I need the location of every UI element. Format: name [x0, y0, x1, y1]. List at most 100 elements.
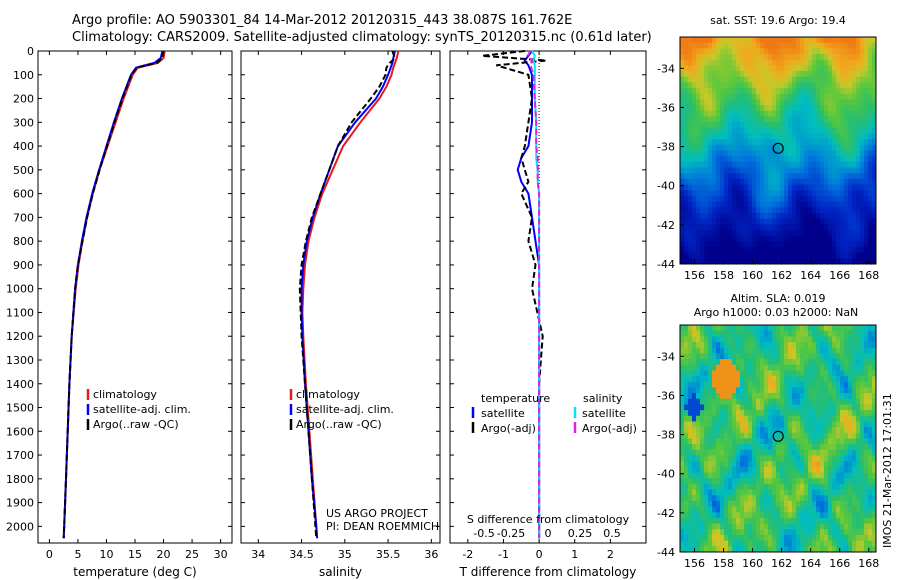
x-tick-label: 34.5 [289, 548, 314, 561]
map-x-tick-label: 162 [771, 269, 792, 282]
map-x-tick-label: 156 [684, 269, 705, 282]
x-tick-label: 0 [46, 548, 53, 561]
sst-heatmap [680, 37, 877, 265]
series-line [526, 50, 541, 539]
secondary-tick-label: -0.25 [497, 527, 525, 540]
map-x-tick-label: 166 [829, 557, 850, 570]
y-tick-label: 1800 [6, 473, 34, 486]
map-x-tick-label: 158 [713, 269, 734, 282]
map-y-tick-label: -38 [657, 429, 675, 442]
map-x-tick-label: 164 [800, 557, 821, 570]
map-x-tick-label: 158 [713, 557, 734, 570]
map-y-tick-label: -38 [657, 141, 675, 154]
map-y-tick-label: -44 [657, 258, 675, 271]
legend-title: temperature [481, 392, 550, 405]
sla-map-subtitle: Argo h1000: 0.03 h2000: NaN [694, 306, 859, 319]
x-tick-label: 35.5 [376, 548, 401, 561]
map-border [679, 36, 877, 265]
panel-frame [240, 50, 441, 544]
y-tick-label: 1600 [6, 425, 34, 438]
y-tick-label: 1000 [6, 283, 34, 296]
y-tick-label: 400 [13, 140, 34, 153]
legend-label: Argo(..raw -QC) [93, 418, 179, 431]
map-y-tick-label: -42 [657, 219, 675, 232]
map-y-tick-label: -42 [657, 507, 675, 520]
figure-title-line1: Argo profile: AO 5903301_84 14-Mar-2012 … [72, 13, 573, 28]
x-axis-label: salinity [319, 565, 362, 579]
project-annotation: PI: DEAN ROEMMICH [326, 520, 439, 533]
map-y-tick-label: -40 [657, 180, 675, 193]
x-tick-label: 34 [251, 548, 265, 561]
secondary-tick-label: -0.5 [473, 527, 494, 540]
series-line [298, 50, 397, 539]
x-tick-label: 0 [536, 548, 543, 561]
y-tick-label: 900 [13, 259, 34, 272]
secondary-tick-label: 0 [545, 527, 552, 540]
map-x-tick-label: 160 [742, 557, 763, 570]
y-tick-label: 600 [13, 188, 34, 201]
legend-label: satellite [582, 407, 626, 420]
map-x-tick-label: 160 [742, 269, 763, 282]
y-tick-label: 1500 [6, 402, 34, 415]
legend-label: satellite [481, 407, 525, 420]
legend-label: climatology [93, 388, 157, 401]
map-border [679, 324, 877, 553]
y-tick-label: 1700 [6, 449, 34, 462]
x-axis-label: T difference from climatology [459, 565, 637, 579]
map-x-tick-label: 168 [858, 269, 879, 282]
secondary-axis-label: S difference from climatology [467, 513, 630, 526]
x-tick-label: 1 [571, 548, 578, 561]
y-tick-label: 2000 [6, 520, 34, 533]
legend-label: Argo(-adj) [582, 422, 637, 435]
x-tick-label: 35 [338, 548, 352, 561]
x-tick-label: 2 [607, 548, 614, 561]
x-tick-label: 10 [99, 548, 113, 561]
figure-title-line2: Climatology: CARS2009. Satellite-adjuste… [72, 30, 652, 45]
legend-label: Argo(..raw -QC) [296, 418, 382, 431]
y-tick-label: 100 [13, 69, 34, 82]
legend-label: satellite-adj. clim. [296, 403, 394, 416]
panel-frame [37, 50, 233, 544]
x-tick-label: 25 [185, 548, 199, 561]
map-y-tick-label: -40 [657, 468, 675, 481]
y-tick-label: 1900 [6, 497, 34, 510]
map-x-tick-label: 166 [829, 269, 850, 282]
x-tick-label: -2 [462, 548, 473, 561]
map-y-tick-label: -36 [657, 101, 675, 114]
map-x-tick-label: 156 [684, 557, 705, 570]
project-annotation: US ARGO PROJECT [326, 507, 428, 520]
y-tick-label: 0 [27, 45, 34, 58]
x-tick-label: 20 [157, 548, 171, 561]
y-tick-label: 800 [13, 235, 34, 248]
secondary-tick-label: 0.5 [603, 527, 621, 540]
y-tick-label: 1400 [6, 378, 34, 391]
argo-position-marker [772, 430, 784, 442]
x-tick-label: 15 [128, 548, 142, 561]
series-line [62, 50, 165, 539]
y-tick-label: 500 [13, 164, 34, 177]
map-x-tick-label: 162 [771, 557, 792, 570]
y-tick-label: 1200 [6, 330, 34, 343]
y-tick-label: 1100 [6, 306, 34, 319]
y-tick-label: 700 [13, 211, 34, 224]
map-x-tick-label: 164 [800, 269, 821, 282]
y-tick-label: 200 [13, 93, 34, 106]
map-y-tick-label: -44 [657, 546, 675, 559]
y-tick-label: 1300 [6, 354, 34, 367]
timestamp-stamp: IMOS 21-Mar-2012 17:01:31 [881, 393, 894, 548]
x-tick-label: -1 [498, 548, 509, 561]
map-y-tick-label: -36 [657, 389, 675, 402]
sla-map-title: Altim. SLA: 0.019 [730, 292, 825, 305]
argo-position-marker [772, 142, 784, 154]
y-tick-label: 300 [13, 116, 34, 129]
x-tick-label: 30 [214, 548, 228, 561]
legend-title: salinity [583, 392, 623, 405]
panel-frame [449, 50, 647, 544]
x-tick-label: 36 [424, 548, 438, 561]
legend-label: climatology [296, 388, 360, 401]
map-y-tick-label: -34 [657, 62, 675, 75]
x-tick-label: 5 [74, 548, 81, 561]
map-y-tick-label: -34 [657, 350, 675, 363]
sla-heatmap [680, 325, 877, 553]
